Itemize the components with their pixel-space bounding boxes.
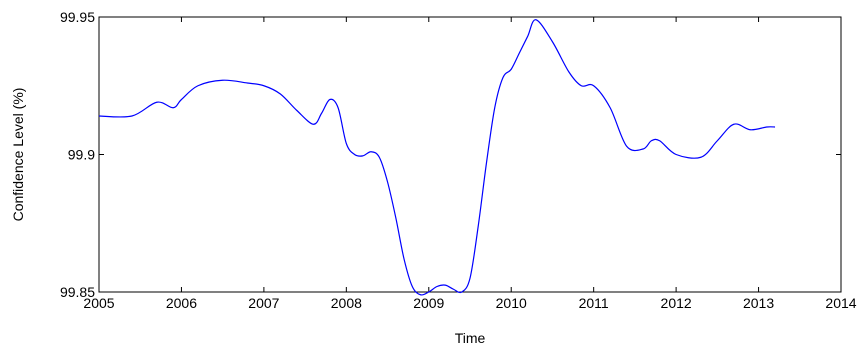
x-tick-label: 2010 (496, 295, 527, 311)
x-axis-title: Time (455, 330, 486, 346)
x-tick-label: 2011 (579, 295, 609, 311)
y-tick-label: 99.85 (60, 284, 95, 300)
y-tick-label: 99.9 (68, 147, 95, 163)
x-tick-label: 2006 (166, 295, 197, 311)
x-tick-label: 2013 (743, 295, 774, 311)
series-line (98, 19, 776, 296)
x-tick-label: 2009 (413, 295, 444, 311)
y-axis-title-group: Confidence Level (%) (10, 88, 26, 222)
x-tick-label: 2014 (825, 295, 856, 311)
y-tick-label: 99.95 (60, 9, 95, 25)
x-tick-label: 2005 (83, 295, 114, 311)
plot-area: 2005 2006 2007 2008 2009 2010 2011 2012 2013 2014… (60, 9, 857, 311)
x-tick-label: 2012 (661, 295, 692, 311)
x-tick-label: 2007 (248, 295, 279, 311)
axes-box (98, 16, 842, 293)
y-axis-title: Confidence Level (%) (10, 88, 26, 222)
x-tick-label: 2008 (331, 295, 362, 311)
